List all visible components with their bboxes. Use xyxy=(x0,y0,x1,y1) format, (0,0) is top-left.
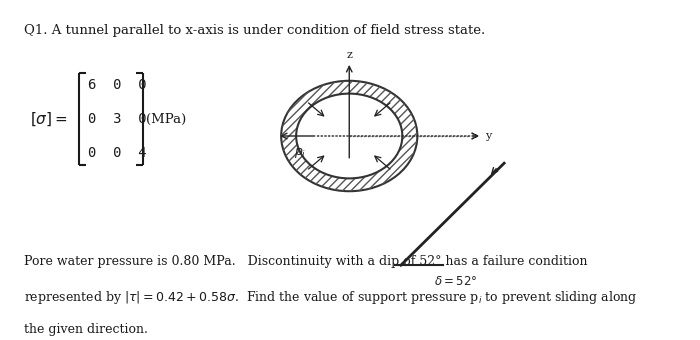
Ellipse shape xyxy=(281,81,417,191)
Text: 0  0  4: 0 0 4 xyxy=(88,146,147,160)
Text: represented by $|\tau| = 0.42 + 0.58\sigma$.  Find the value of support pressure: represented by $|\tau| = 0.42 + 0.58\sig… xyxy=(25,289,638,306)
Text: $p_i$: $p_i$ xyxy=(294,146,307,160)
Text: $[\sigma]=$: $[\sigma]=$ xyxy=(30,110,68,128)
Text: 0  3  0: 0 3 0 xyxy=(88,112,147,126)
Text: the given direction.: the given direction. xyxy=(25,323,148,336)
Ellipse shape xyxy=(296,94,402,178)
Text: Q1. A tunnel parallel to x-axis is under condition of field stress state.: Q1. A tunnel parallel to x-axis is under… xyxy=(25,24,486,37)
Text: 6  0  0: 6 0 0 xyxy=(88,78,147,92)
Text: z: z xyxy=(346,50,352,59)
Text: (MPa): (MPa) xyxy=(146,113,186,125)
Text: $\delta = 52°$: $\delta = 52°$ xyxy=(434,275,477,288)
Text: y: y xyxy=(485,131,491,141)
Text: Pore water pressure is 0.80 MPa.   Discontinuity with a dip of 52° has a failure: Pore water pressure is 0.80 MPa. Discont… xyxy=(25,255,588,268)
